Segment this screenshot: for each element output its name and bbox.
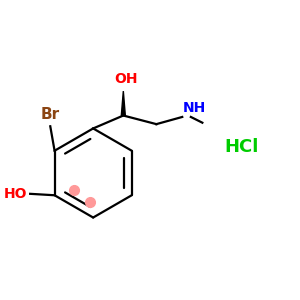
Text: HO: HO [4, 187, 27, 201]
Text: Br: Br [41, 107, 60, 122]
Text: OH: OH [114, 72, 138, 86]
Text: NH: NH [183, 101, 206, 115]
Text: HCl: HCl [224, 138, 258, 156]
Polygon shape [121, 91, 125, 116]
